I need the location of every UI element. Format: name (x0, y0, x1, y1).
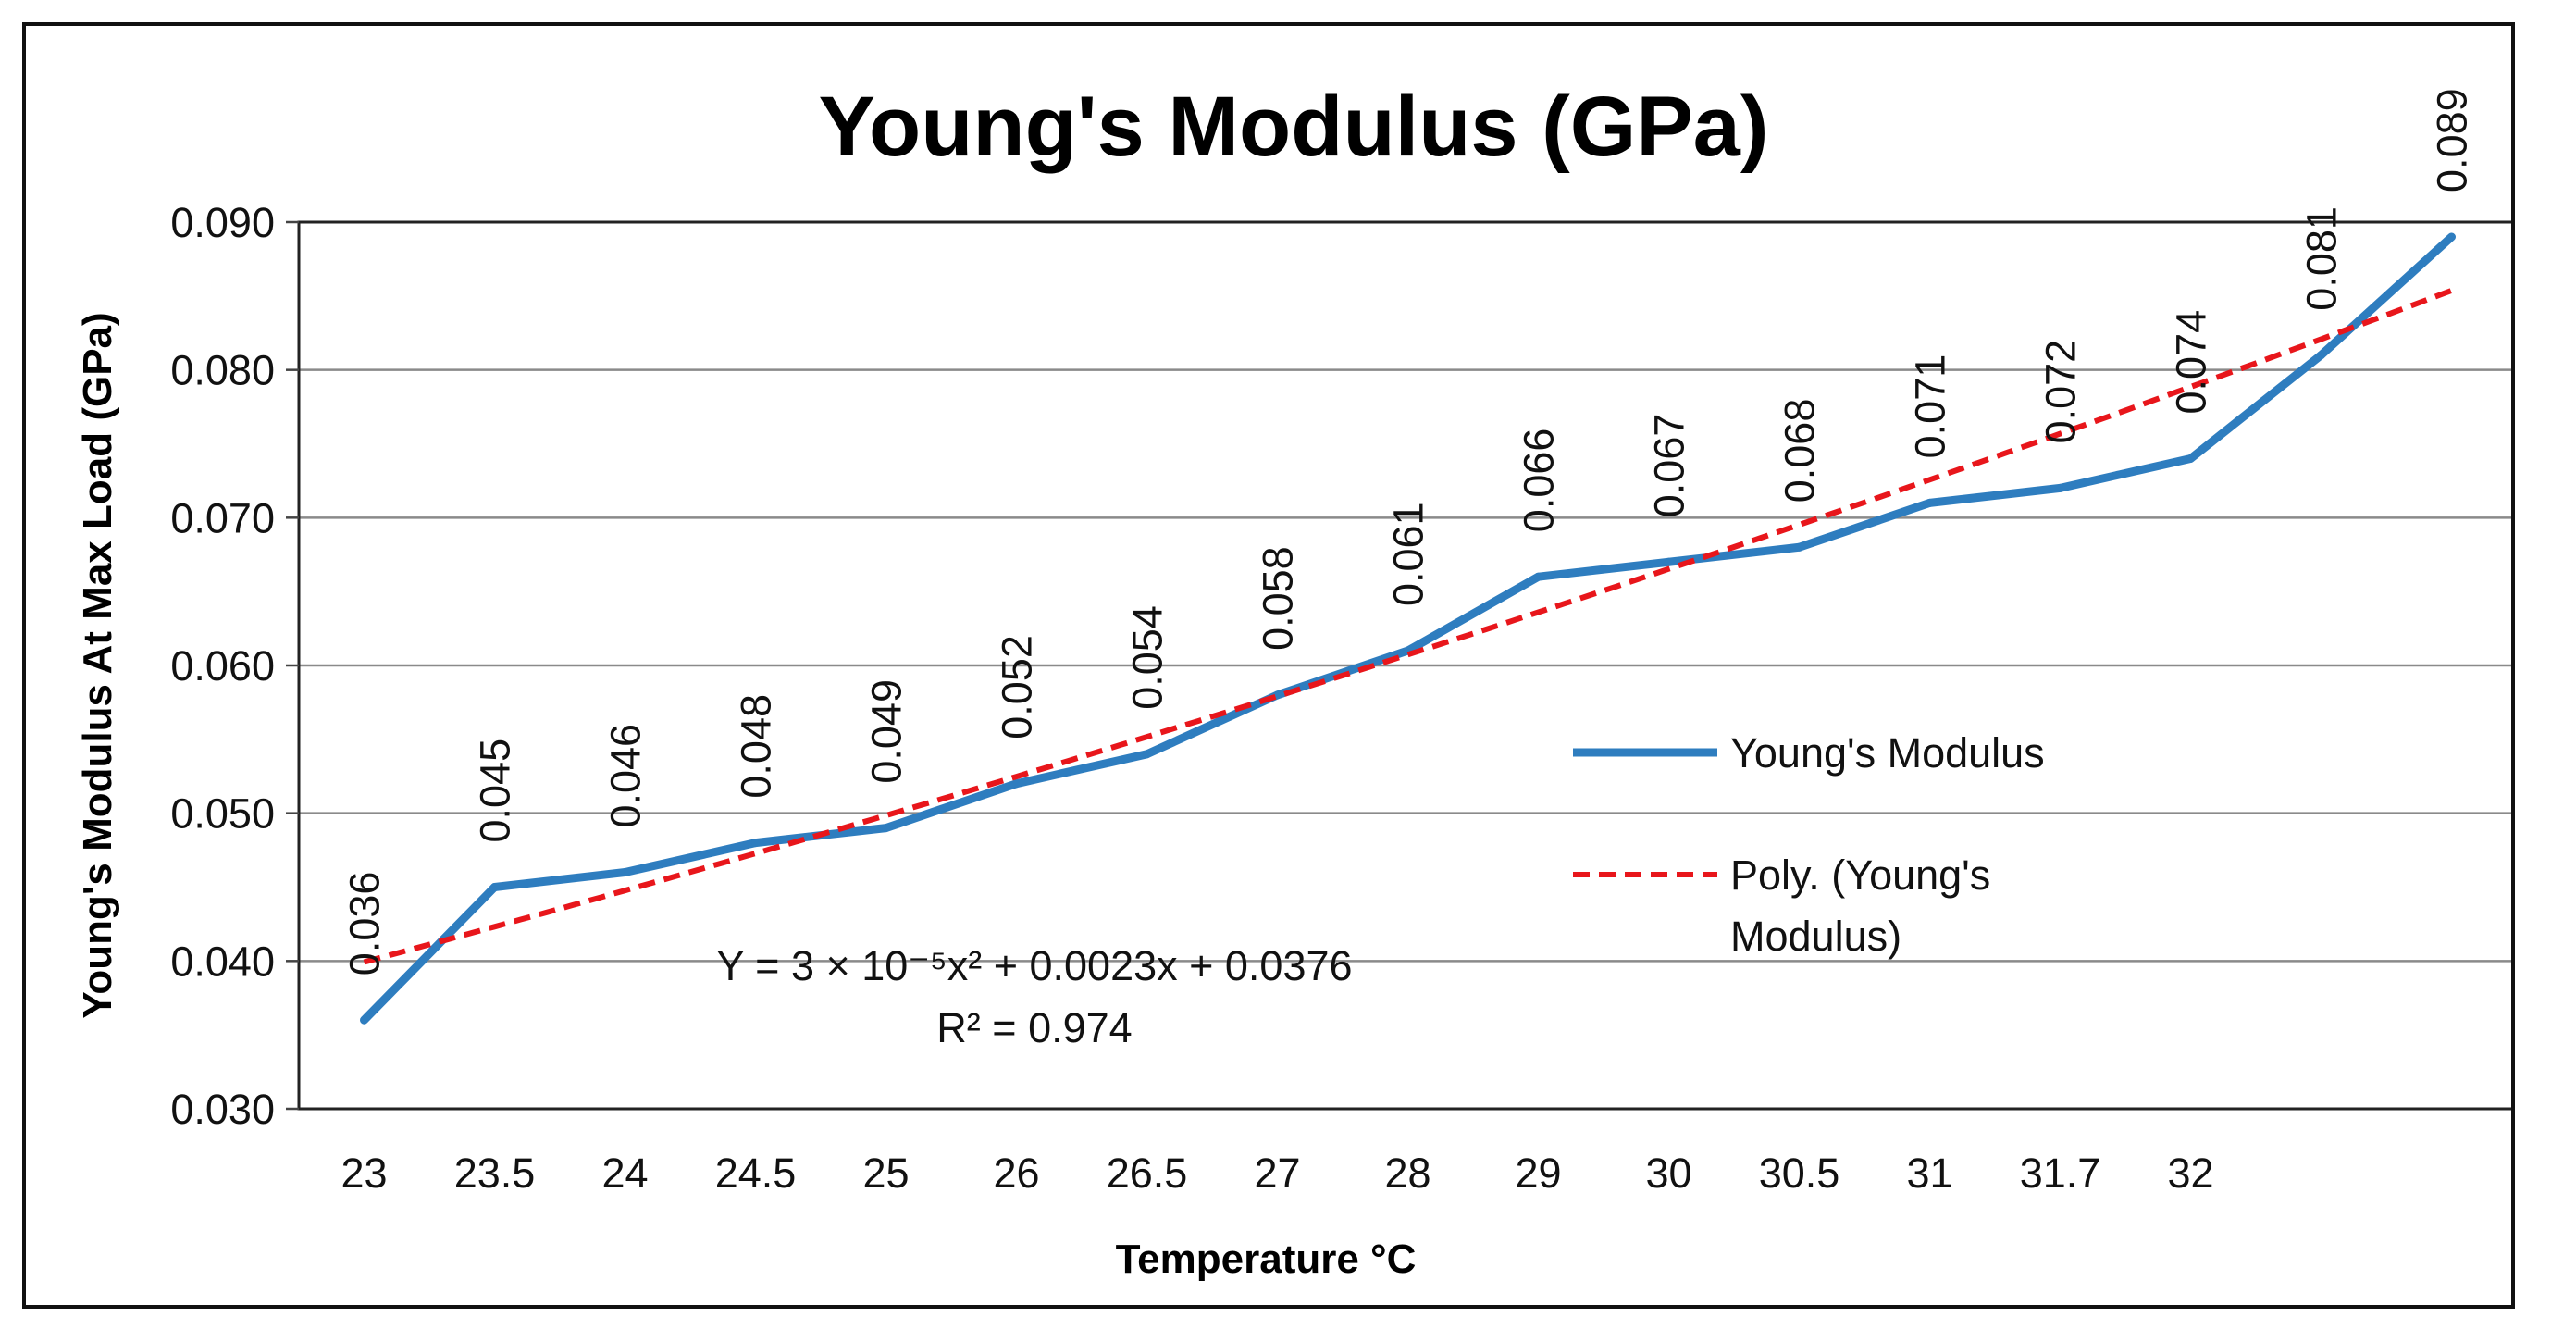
data-label: 0.068 (1777, 399, 1824, 503)
series-line-segment (1404, 572, 1542, 655)
chart-frame: Young's Modulus (GPa) 0.030 0.040 0.050 0.0… (22, 22, 2515, 1309)
data-label: 0.045 (472, 739, 519, 843)
data-labels: 0.036 0.045 0.046 0.048 0.049 0.052 0.054 0.058… (341, 88, 2476, 975)
x-tick-label: 26.5 (1107, 1149, 1188, 1197)
data-label: 0.054 (1124, 605, 1171, 710)
data-label: 0.081 (2298, 206, 2346, 311)
x-axis-title: Temperature °C (1116, 1236, 1417, 1282)
legend: Young's Modulus Poly. (Young's Modulus) (1573, 729, 2045, 960)
x-tick-label: 24 (601, 1149, 648, 1197)
series-layer (360, 232, 2456, 1025)
data-label: 0.046 (602, 724, 650, 828)
x-tick-label: 30.5 (1759, 1149, 1840, 1197)
chart-title: Young's Modulus (GPa) (818, 80, 1768, 174)
series-line-segment (2056, 454, 2195, 492)
data-label: 0.067 (1646, 414, 1693, 518)
x-tick-label: 28 (1384, 1149, 1430, 1197)
y-tick-label: 0.050 (170, 790, 275, 838)
data-point (2450, 235, 2453, 238)
data-label: 0.071 (1907, 354, 1954, 459)
x-tick-label: 27 (1254, 1149, 1300, 1197)
series-line-segment (1534, 557, 1673, 581)
data-point (493, 886, 496, 888)
x-tick-label: 32 (2167, 1149, 2213, 1197)
series-line-segment (2317, 232, 2456, 360)
legend-label-poly: Modulus) (1730, 913, 1901, 960)
data-point (754, 841, 757, 844)
series-line-segment (490, 868, 629, 891)
trendline-r-squared: R² = 0.974 (936, 1004, 1132, 1051)
data-point (2189, 457, 2192, 460)
data-point (363, 1019, 365, 1022)
y-tick-label: 0.030 (170, 1086, 275, 1133)
x-tick-label: 24.5 (715, 1149, 797, 1197)
y-tick-label: 0.070 (170, 494, 275, 541)
data-point (1146, 752, 1148, 755)
data-label: 0.066 (1516, 429, 1563, 533)
legend-label-young-modulus: Young's Modulus (1730, 729, 2045, 777)
x-tick-label: 26 (993, 1149, 1039, 1197)
y-tick-label: 0.040 (170, 938, 275, 985)
data-label: 0.048 (733, 694, 780, 799)
data-label: 0.058 (1255, 546, 1302, 651)
data-label: 0.089 (2429, 88, 2476, 193)
trendline-equation: Y = 3 × 10⁻⁵x² + 0.0023x + 0.0376 (716, 942, 1352, 989)
data-point (1537, 576, 1540, 578)
data-label: 0.036 (341, 872, 389, 976)
legend-label-poly: Poly. (Young's (1730, 851, 1990, 899)
data-label: 0.049 (863, 679, 910, 784)
x-tick-label: 30 (1645, 1149, 1691, 1197)
x-axis-ticks: 23 23.5 24 24.5 25 26 26.5 27 28 29 30 30.5 31 31.7 32 (341, 1149, 2213, 1197)
x-tick-label: 25 (862, 1149, 909, 1197)
x-tick-label: 23.5 (454, 1149, 536, 1197)
data-point (1798, 546, 1801, 549)
data-label: 0.074 (2168, 310, 2215, 415)
data-point (2059, 487, 2062, 490)
series-line-segment (1012, 750, 1151, 789)
y-axis-title: Young's Modulus At Max Load (GPa) (75, 312, 120, 1018)
data-point (1928, 502, 1931, 504)
data-point (885, 826, 887, 829)
data-point (1276, 693, 1279, 696)
series-line-segment (1143, 690, 1282, 759)
trendline (363, 288, 2453, 965)
series-line-segment (882, 779, 1021, 833)
chart-svg: Young's Modulus (GPa) 0.0300.0400.0500.0… (75, 80, 2511, 1282)
y-tick-label: 0.080 (170, 347, 275, 394)
data-point (1667, 561, 1670, 564)
series-line-segment (621, 839, 760, 877)
x-tick-label: 29 (1515, 1149, 1561, 1197)
series-line-segment (1926, 483, 2064, 507)
y-axis-ticks: 0.030 0.040 0.050 0.060 0.070 0.080 0.090 (170, 199, 299, 1133)
data-point (2320, 354, 2322, 356)
series-line-segment (360, 883, 499, 1025)
y-tick-label: 0.060 (170, 642, 275, 690)
y-tick-label: 0.090 (170, 199, 275, 246)
data-label: 0.072 (2037, 340, 2085, 444)
data-label: 0.052 (994, 635, 1041, 739)
data-point (624, 871, 626, 874)
data-point (1015, 782, 1018, 785)
x-tick-label: 31 (1906, 1149, 1952, 1197)
series-line-segment (1795, 498, 1934, 552)
x-tick-label: 23 (341, 1149, 387, 1197)
data-point (1406, 650, 1409, 652)
data-label: 0.061 (1385, 502, 1432, 606)
series-line-segment (2186, 351, 2325, 463)
x-tick-label: 31.7 (2020, 1149, 2101, 1197)
